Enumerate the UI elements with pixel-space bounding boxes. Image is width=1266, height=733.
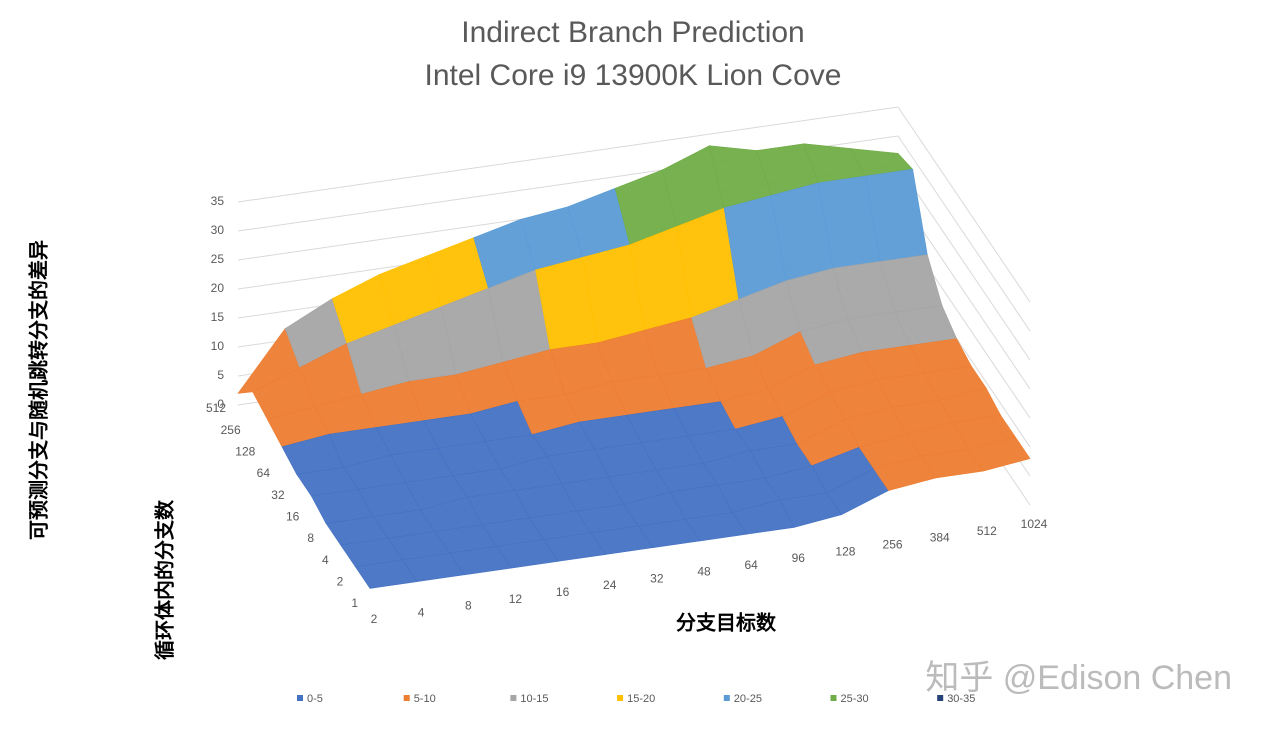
- legend-label: 0-5: [307, 693, 323, 705]
- legend-swatch: [297, 695, 303, 701]
- z-tick-label: 35: [211, 194, 225, 208]
- legend-label: 20-25: [734, 693, 762, 705]
- y-axis-title: 循环体内的分支数: [152, 499, 176, 660]
- x-tick-label: 32: [650, 571, 664, 585]
- z-axis-title: 可预测分支与随机跳转分支的差异: [26, 240, 50, 540]
- z-tick-label: 30: [211, 223, 225, 237]
- chart-subtitle: Intel Core i9 13900K Lion Cove: [425, 59, 842, 92]
- x-tick-label: 4: [418, 605, 425, 619]
- y-tick-label: 32: [271, 488, 285, 502]
- x-tick-label: 8: [465, 599, 472, 613]
- legend: 0-5 5-10 10-15 15-20 20-25 25-30 30-35: [297, 693, 975, 705]
- legend-swatch: [617, 695, 624, 701]
- x-tick-label: 2: [371, 612, 378, 626]
- legend-swatch: [830, 695, 837, 701]
- z-tick-label: 25: [211, 252, 225, 266]
- x-tick-label: 64: [744, 558, 758, 572]
- x-tick-label: 96: [792, 551, 806, 565]
- surface-cell: [967, 436, 1031, 472]
- y-tick-label: 64: [257, 466, 271, 480]
- grid-line: [237, 106, 1031, 303]
- z-tick-label: 20: [211, 281, 225, 295]
- y-tick-label: 512: [206, 401, 226, 415]
- z-tick-label: 5: [217, 368, 224, 382]
- x-tick-label: 128: [835, 544, 855, 558]
- y-tick-label: 1: [351, 596, 358, 610]
- z-tick-label: 15: [211, 310, 225, 324]
- x-tick-label: 256: [883, 538, 903, 552]
- x-tick-label: 12: [509, 592, 523, 606]
- y-tick-label: 16: [286, 510, 300, 524]
- surface: [237, 143, 1031, 589]
- x-tick-label: 384: [930, 531, 950, 545]
- legend-swatch: [937, 695, 944, 701]
- legend-label: 10-15: [520, 693, 548, 705]
- x-tick-label: 512: [977, 524, 997, 538]
- legend-swatch: [403, 695, 410, 701]
- x-tick-label: 24: [603, 578, 617, 592]
- watermark: 知乎 @Edison Chen: [925, 659, 1232, 697]
- z-tick-label: 0: [217, 397, 224, 411]
- legend-label: 15-20: [627, 693, 655, 705]
- x-axis-title: 分支目标数: [676, 610, 777, 634]
- y-tick-label: 4: [322, 553, 329, 567]
- legend-label: 5-10: [414, 693, 436, 705]
- grid-line: [237, 135, 1031, 332]
- z-tick-label: 10: [211, 339, 225, 353]
- legend-swatch: [510, 695, 517, 701]
- y-tick-label: 2: [337, 575, 344, 589]
- x-tick-label: 16: [556, 585, 570, 599]
- x-tick-label: 1024: [1021, 517, 1048, 531]
- legend-label: 30-35: [947, 693, 975, 705]
- chart-title: Indirect Branch Prediction: [461, 16, 805, 49]
- x-tick-label: 48: [697, 565, 711, 579]
- legend-swatch: [723, 695, 730, 701]
- y-tick-label: 256: [221, 423, 241, 437]
- y-tick-label: 8: [307, 531, 314, 545]
- y-tick-label: 128: [235, 445, 255, 459]
- legend-label: 25-30: [841, 693, 869, 705]
